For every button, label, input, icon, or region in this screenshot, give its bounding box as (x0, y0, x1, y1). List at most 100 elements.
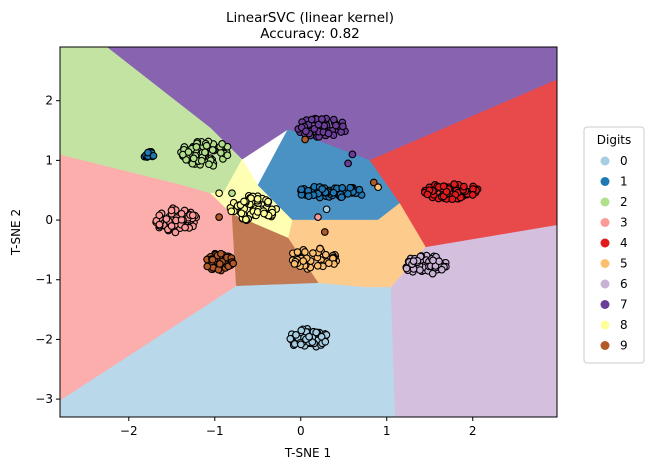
point-digit-2 (189, 154, 198, 163)
point-digit-2 (197, 156, 206, 165)
y-tick-label: −3 (35, 392, 53, 406)
point-digit-7 (318, 115, 326, 123)
point-digit-0 (297, 326, 306, 335)
point-digit-2 (208, 146, 217, 154)
point-digit-8 (264, 197, 272, 206)
y-tick-label: 0 (45, 213, 53, 227)
legend-label-2: 2 (620, 195, 628, 209)
point-digit-5 (309, 249, 317, 257)
point-digit-3 (171, 228, 180, 237)
point-digit-4 (450, 180, 459, 188)
legend-label-7: 7 (620, 298, 628, 312)
point-digit-9 (229, 259, 238, 268)
point-digit-8 (253, 195, 262, 203)
x-tick-label: −1 (206, 424, 224, 438)
point-digit-9 (203, 262, 212, 271)
point-digit-9 (320, 228, 329, 236)
point-digit-0 (322, 205, 331, 214)
point-digit-4 (448, 195, 457, 204)
point-digit-3 (167, 206, 176, 215)
point-digit-0 (286, 334, 295, 343)
point-digit-0 (305, 332, 313, 341)
legend-marker-6 (600, 279, 610, 289)
point-digit-8 (260, 209, 268, 218)
point-digit-3 (181, 223, 189, 232)
legend-title: Digits (597, 133, 631, 147)
x-tick-label: 0 (297, 424, 305, 438)
point-digit-5 (316, 244, 324, 253)
point-digit-3 (167, 222, 176, 230)
point-digit-7 (339, 122, 347, 131)
point-digit-1 (337, 193, 346, 202)
legend-marker-8 (600, 320, 610, 330)
point-digit-8 (242, 215, 250, 224)
point-digit-0 (297, 340, 305, 349)
point-digit-6 (437, 265, 446, 274)
point-digit-7 (344, 159, 352, 168)
point-digit-9 (217, 249, 225, 258)
legend-label-5: 5 (620, 257, 628, 271)
point-digit-5 (324, 259, 333, 268)
point-digit-5 (293, 248, 302, 256)
y-axis-label: T-SNE 2 (9, 209, 23, 256)
y-axis-ticks: −3 −2 −1 0 1 2 (35, 94, 60, 406)
point-digit-1 (318, 185, 327, 193)
legend-marker-4 (600, 238, 610, 248)
point-digit-8 (227, 207, 236, 216)
legend-label-9: 9 (620, 339, 628, 353)
point-digit-9 (301, 135, 309, 144)
legend: Digits 0 1 2 3 4 5 6 7 8 9 (583, 126, 645, 364)
point-digit-4 (423, 190, 432, 199)
y-tick-label: −1 (35, 273, 53, 287)
point-digit-2 (218, 140, 226, 148)
legend-marker-0 (600, 156, 610, 166)
x-tick-label: −2 (120, 424, 138, 438)
point-digit-2 (216, 148, 225, 157)
scatter-points (140, 114, 482, 351)
point-digit-6 (416, 266, 424, 274)
point-digit-3 (162, 215, 171, 223)
legend-marker-2 (600, 197, 610, 207)
point-digit-9 (215, 260, 224, 268)
point-digit-1 (144, 148, 152, 157)
chart-title-line1: LinearSVC (linear kernel) (226, 10, 394, 26)
y-tick-label: 1 (45, 153, 53, 167)
plot-frame (59, 46, 558, 418)
x-axis-label: T-SNE 1 (284, 446, 331, 460)
legend-marker-1 (600, 177, 610, 186)
point-digit-5 (313, 261, 322, 270)
point-digit-6 (409, 257, 418, 265)
point-digit-1 (346, 183, 355, 192)
y-tick-label: −2 (35, 332, 53, 346)
point-digit-4 (468, 191, 477, 199)
point-digit-2 (192, 143, 201, 151)
point-digit-7 (307, 115, 316, 124)
point-digit-2 (201, 148, 209, 157)
point-digit-1 (329, 188, 338, 197)
point-digit-2 (228, 189, 236, 198)
point-digit-2 (223, 151, 232, 160)
legend-marker-3 (600, 218, 610, 227)
legend-label-4: 4 (620, 236, 628, 250)
point-digit-0 (321, 337, 330, 346)
point-digit-5 (301, 248, 309, 256)
point-digit-1 (338, 184, 347, 192)
legend-label-3: 3 (620, 216, 628, 230)
point-digit-1 (304, 192, 313, 200)
point-digit-7 (332, 121, 340, 130)
legend-label-6: 6 (620, 277, 628, 291)
point-digit-8 (240, 197, 248, 206)
point-digit-3 (155, 211, 164, 220)
point-digit-6 (429, 256, 437, 265)
point-digit-9 (208, 255, 217, 264)
decision-regions (60, 47, 557, 417)
legend-marker-5 (600, 259, 610, 268)
point-digit-7 (348, 150, 357, 159)
point-digit-8 (237, 209, 246, 218)
point-digit-2 (202, 141, 211, 150)
legend-label-1: 1 (620, 175, 628, 189)
x-tick-label: 2 (469, 424, 477, 438)
point-digit-2 (184, 148, 193, 156)
legend-label-0: 0 (620, 154, 628, 168)
